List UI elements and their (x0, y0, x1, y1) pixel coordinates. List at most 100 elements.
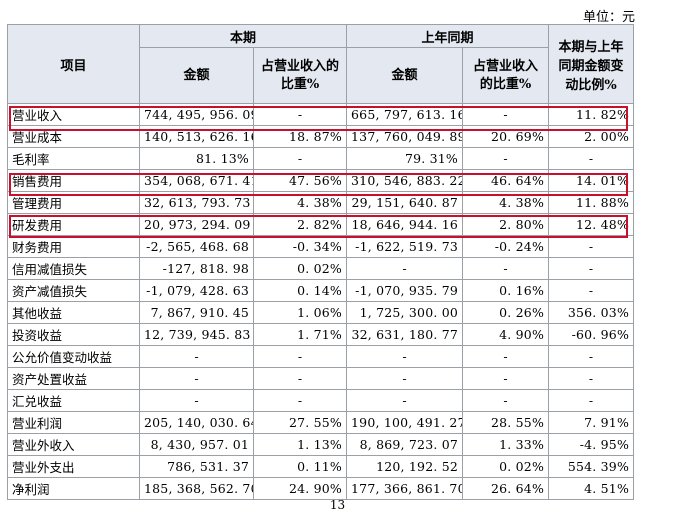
prior-amount-cell: - (346, 345, 464, 368)
current-amount-cell: 12, 739, 945. 83 (139, 323, 254, 346)
change-cell: 554. 39% (548, 455, 635, 478)
change-cell: - (548, 235, 635, 258)
prior-amount-cell: 8, 869, 723. 07 (346, 433, 464, 456)
current-amount-cell: 786, 531. 37 (139, 455, 254, 478)
prior-ratio-cell: 20. 69% (462, 125, 550, 148)
current-ratio-cell: 4. 38% (252, 191, 348, 214)
prior-ratio-cell: 26. 64% (462, 477, 550, 500)
table-row: 资产处置收益 - - - - - (7, 367, 635, 390)
table-row: 管理费用 32, 613, 793. 73 4. 38% 29, 151, 640. … (7, 191, 635, 214)
row-item-label: 管理费用 (7, 191, 140, 214)
change-cell: 11. 82% (548, 103, 635, 126)
row-item-label: 汇兑收益 (7, 389, 140, 412)
current-ratio-cell: 1. 71% (252, 323, 348, 346)
row-item-label: 营业外支出 (7, 455, 140, 478)
current-amount-cell: -2, 565, 468. 68 (139, 235, 254, 258)
table-row: 资产减值损失 -1, 079, 428. 63 0. 14% -1, 070, 935… (7, 279, 635, 302)
change-cell: - (548, 367, 635, 390)
prior-ratio-cell: - (462, 367, 550, 390)
prior-ratio-cell: 4. 38% (462, 191, 550, 214)
current-amount-cell: 8, 430, 957. 01 (139, 433, 254, 456)
current-ratio-cell: - (252, 103, 348, 126)
page-number: 13 (329, 498, 346, 512)
change-cell: 2. 00% (548, 125, 635, 148)
prior-ratio-cell: 1. 33% (462, 433, 550, 456)
prior-amount-cell: 29, 151, 640. 87 (346, 191, 464, 214)
table-row: 营业外收入 8, 430, 957. 01 1. 13% 8, 869, 723. 0… (7, 433, 635, 456)
prior-amount-cell: 137, 760, 049. 89 (346, 125, 464, 148)
table-row: 营业外支出 786, 531. 37 0. 11% 120, 192. 52 0. 02… (7, 455, 635, 478)
change-cell: -4. 95% (548, 433, 635, 456)
row-item-label: 资产减值损失 (7, 279, 140, 302)
prior-amount-cell: - (346, 257, 464, 280)
row-item-label: 信用减值损失 (7, 257, 140, 280)
current-amount-cell: 32, 613, 793. 73 (139, 191, 254, 214)
header-change: 本期与上年同期金额变动比例% (548, 24, 635, 104)
table-row: 销售费用 354, 068, 671. 41 47. 56% 310, 546, 88… (7, 169, 635, 192)
change-cell: - (548, 389, 635, 412)
table-row: 营业利润 205, 140, 030. 64 27. 55% 190, 100, 49… (7, 411, 635, 434)
header-current-ratio: 占营业收入的比重% (252, 47, 348, 104)
current-ratio-cell: 1. 06% (252, 301, 348, 324)
current-amount-cell: 205, 140, 030. 64 (139, 411, 254, 434)
row-item-label: 净利润 (7, 477, 140, 500)
prior-ratio-cell: -0. 24% (462, 235, 550, 258)
prior-ratio-cell: - (462, 147, 550, 170)
current-ratio-cell: 0. 14% (252, 279, 348, 302)
current-amount-cell: 185, 368, 562. 70 (139, 477, 254, 500)
prior-amount-cell: 18, 646, 944. 16 (346, 213, 464, 236)
prior-ratio-cell: 46. 64% (462, 169, 550, 192)
prior-amount-cell: 79. 31% (346, 147, 464, 170)
row-item-label: 营业外收入 (7, 433, 140, 456)
current-ratio-cell: 0. 11% (252, 455, 348, 478)
prior-amount-cell: 665, 797, 613. 16 (346, 103, 464, 126)
current-ratio-cell: - (252, 367, 348, 390)
prior-ratio-cell: - (462, 389, 550, 412)
prior-amount-cell: 177, 366, 861. 70 (346, 477, 464, 500)
change-cell: - (548, 257, 635, 280)
header-prior-ratio: 占营业收入的比重% (462, 47, 550, 104)
current-amount-cell: -1, 079, 428. 63 (139, 279, 254, 302)
prior-ratio-cell: 4. 90% (462, 323, 550, 346)
change-cell: 356. 03% (548, 301, 635, 324)
row-item-label: 资产处置收益 (7, 367, 140, 390)
prior-ratio-cell: - (462, 257, 550, 280)
table-row: 信用减值损失 -127, 818. 98 0. 02% - - - (7, 257, 635, 280)
table-row: 研发费用 20, 973, 294. 09 2. 82% 18, 646, 944. … (7, 213, 635, 236)
row-item-label: 财务费用 (7, 235, 140, 258)
header-row-2: 金额 占营业收入的比重% 金额 占营业收入的比重% (8, 47, 634, 104)
change-cell: 7. 91% (548, 411, 635, 434)
row-item-label: 营业收入 (7, 103, 140, 126)
prior-amount-cell: -1, 070, 935. 79 (346, 279, 464, 302)
current-ratio-cell: 2. 82% (252, 213, 348, 236)
table-row: 毛利率 81. 13% -79. 31% - - (7, 147, 635, 170)
current-ratio-cell: 24. 90% (252, 477, 348, 500)
current-amount-cell: 81. 13% (139, 147, 254, 170)
table-row: 营业成本 140, 513, 626. 16 18. 87% 137, 760, 04… (7, 125, 635, 148)
current-ratio-cell: - (252, 345, 348, 368)
prior-amount-cell: 190, 100, 491. 27 (346, 411, 464, 434)
prior-ratio-cell: 0. 16% (462, 279, 550, 302)
unit-label: 单位：元 (582, 10, 635, 25)
row-item-label: 营业利润 (7, 411, 140, 434)
prior-ratio-cell: 2. 80% (462, 213, 550, 236)
table-row: 其他收益 7, 867, 910. 45 1. 06% 1, 725, 300. 00… (7, 301, 635, 324)
current-amount-cell: - (139, 367, 254, 390)
prior-amount-cell: - (346, 389, 464, 412)
header-item: 项目 (7, 24, 140, 104)
current-ratio-cell: -0. 34% (252, 235, 348, 258)
current-amount-cell: - (139, 389, 254, 412)
row-item-label: 研发费用 (7, 213, 140, 236)
row-item-label: 营业成本 (7, 125, 140, 148)
current-amount-cell: - (139, 345, 254, 368)
header-current-amount: 金额 (139, 47, 254, 104)
header-current-period: 本期 (138, 24, 348, 48)
current-amount-cell: 744, 495, 956. 09 (139, 103, 254, 126)
change-cell: 11. 88% (548, 191, 635, 214)
table-row: 公允价值变动收益 - - - - - (7, 345, 635, 368)
prior-ratio-cell: 0. 26% (462, 301, 550, 324)
current-ratio-cell: 1. 13% (252, 433, 348, 456)
change-cell: 4. 51% (548, 477, 635, 500)
current-amount-cell: 140, 513, 626. 16 (139, 125, 254, 148)
change-cell: -60. 96% (548, 323, 635, 346)
